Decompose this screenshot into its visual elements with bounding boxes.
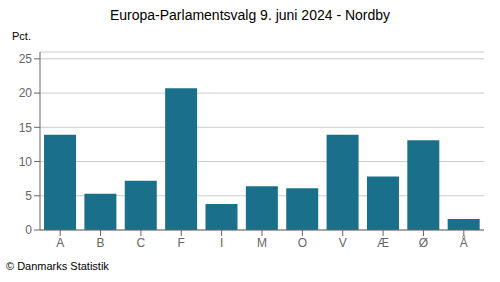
svg-text:Ø: Ø bbox=[419, 236, 428, 250]
svg-text:O: O bbox=[298, 236, 307, 250]
svg-text:I: I bbox=[220, 236, 223, 250]
svg-text:5: 5 bbox=[25, 189, 32, 203]
svg-text:C: C bbox=[137, 236, 146, 250]
svg-text:0: 0 bbox=[25, 223, 32, 237]
html-text:Pct.: Pct. bbox=[12, 30, 31, 42]
html-text:© Danmarks Statistik: © Danmarks Statistik bbox=[6, 260, 109, 272]
svg-text:V: V bbox=[339, 236, 347, 250]
svg-text:10: 10 bbox=[19, 155, 33, 169]
svg-text:B: B bbox=[97, 236, 105, 250]
html-text:Europa-Parlamentsvalg 9. juni: Europa-Parlamentsvalg 9. juni 2024 - Nor… bbox=[109, 7, 391, 23]
svg-text:15: 15 bbox=[19, 121, 33, 135]
svg-text:Æ: Æ bbox=[377, 236, 389, 250]
svg-text:20: 20 bbox=[19, 86, 33, 100]
svg-text:Å: Å bbox=[460, 235, 468, 250]
svg-text:M: M bbox=[257, 236, 267, 250]
svg-text:A: A bbox=[56, 236, 64, 250]
svg-text:25: 25 bbox=[19, 52, 33, 66]
svg-text:F: F bbox=[178, 236, 185, 250]
